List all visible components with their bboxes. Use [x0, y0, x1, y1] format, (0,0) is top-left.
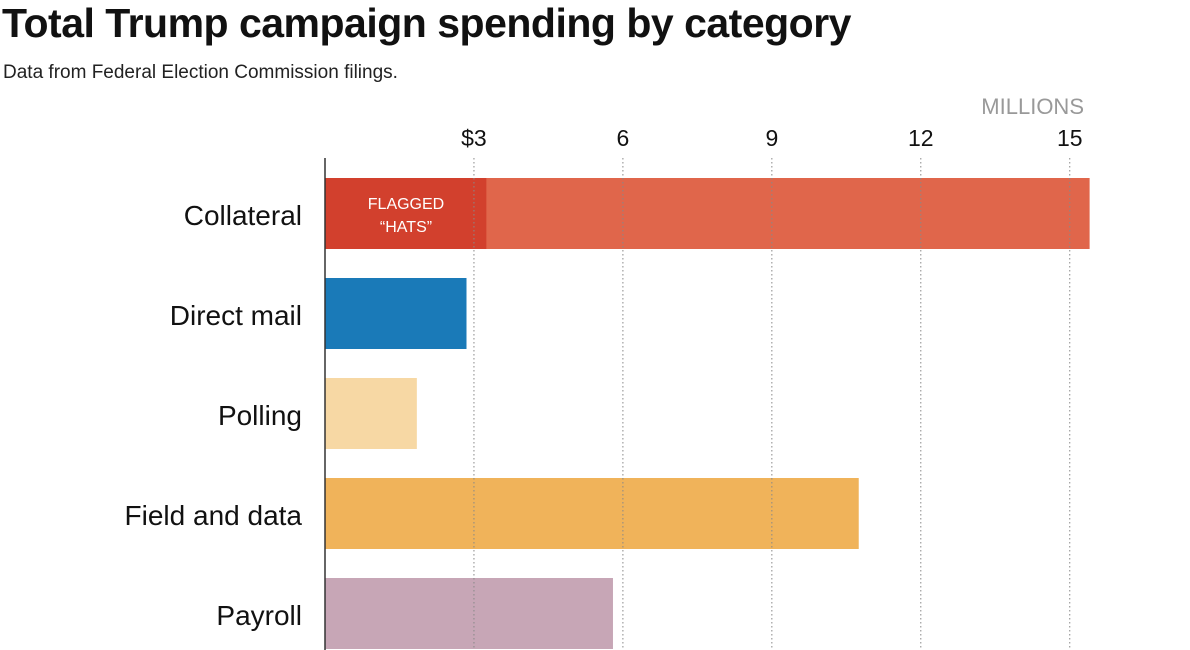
category-label: Field and data — [125, 500, 303, 531]
annotation-line2: “HATS” — [380, 219, 432, 236]
chart-subtitle: Data from Federal Election Commission fi… — [3, 62, 398, 83]
tick-label: $3 — [461, 125, 487, 151]
tick-label: 6 — [617, 125, 630, 151]
annotation-line1: FLAGGED — [368, 196, 444, 213]
bar-polling — [325, 378, 417, 449]
tick-label: 15 — [1057, 125, 1083, 151]
category-label: Polling — [218, 400, 302, 431]
category-label: Direct mail — [170, 300, 302, 331]
unit-label: MILLIONS — [981, 94, 1084, 119]
tick-label: 9 — [765, 125, 778, 151]
bar-direct-mail — [325, 278, 467, 349]
chart-title: Total Trump campaign spending by categor… — [2, 0, 852, 46]
bar-field-and-data — [325, 478, 859, 549]
tick-label: 12 — [908, 125, 934, 151]
category-label: Payroll — [216, 600, 302, 631]
flagged-hats-segment — [325, 178, 487, 249]
category-label: Collateral — [184, 200, 302, 231]
bar-payroll — [325, 578, 613, 649]
